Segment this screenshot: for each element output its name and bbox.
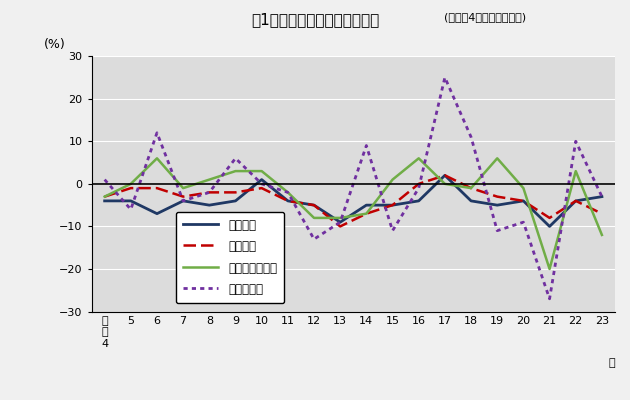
Y-axis label: (%): (%): [44, 38, 66, 51]
Legend: 事業所数, 従業者数, 製造品出荷額等, 付加価値額: 事業所数, 従業者数, 製造品出荷額等, 付加価値額: [176, 212, 284, 303]
Text: 年: 年: [609, 358, 615, 368]
Text: (従業者4人以上の事業所): (従業者4人以上の事業所): [444, 12, 526, 22]
Text: 図1　主要項目の前年比の推移: 図1 主要項目の前年比の推移: [251, 12, 379, 27]
Title: 図1　主要項目の前年比の推移(従業者4人以上の事業所): 図1 主要項目の前年比の推移(従業者4人以上の事業所): [0, 399, 1, 400]
